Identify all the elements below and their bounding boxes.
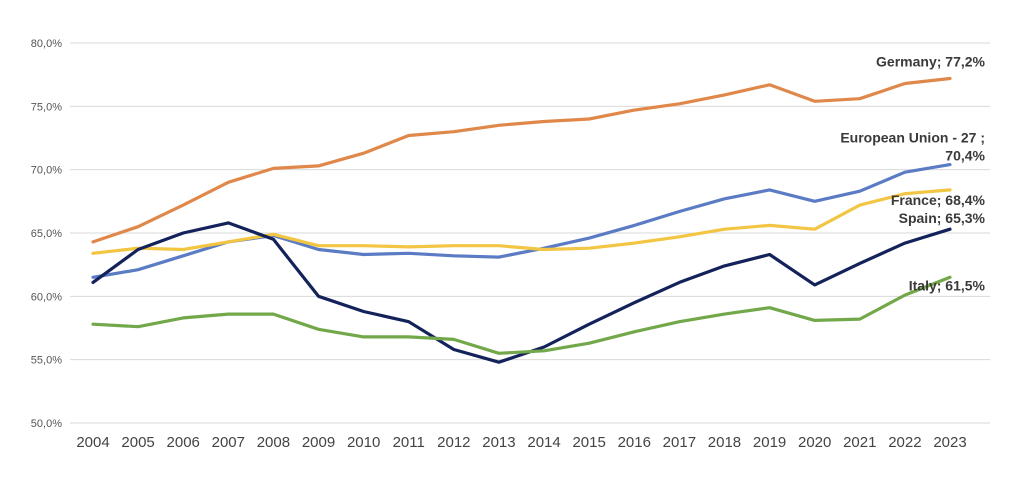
- x-tick-label: 2013: [482, 434, 515, 451]
- x-tick-label: 2017: [663, 434, 696, 451]
- x-tick-label: 2019: [753, 434, 786, 451]
- series-label-spain: Spain; 65,3%: [899, 210, 986, 226]
- series-lines: [91, 76, 952, 364]
- y-tick-label: 60,0%: [31, 291, 62, 303]
- x-tick-label: 2018: [708, 434, 741, 451]
- y-tick-label: 75,0%: [31, 101, 62, 113]
- x-tick-label: 2010: [347, 434, 380, 451]
- x-tick-label: 2015: [572, 434, 605, 451]
- x-axis-tick-labels: 2004 2005 2006 2007 2008 2009 2010 2011 2012 2013…: [76, 434, 966, 451]
- x-tick-label: 2009: [302, 434, 335, 451]
- gridlines: [70, 42, 990, 424]
- x-tick-label: 2007: [212, 434, 245, 451]
- y-tick-label: 65,0%: [31, 228, 62, 240]
- y-tick-label: 80,0%: [31, 38, 62, 50]
- series-line-germany: [91, 76, 952, 244]
- x-tick-label: 2021: [843, 434, 876, 451]
- series-label-france: France; 68,4%: [891, 192, 986, 208]
- series-label-germany: Germany; 77,2%: [876, 53, 985, 69]
- x-tick-label: 2005: [121, 434, 154, 451]
- series-line-spain: [91, 221, 952, 364]
- x-tick-label: 2014: [527, 434, 560, 451]
- x-tick-label: 2016: [618, 434, 651, 451]
- x-tick-label: 2004: [76, 434, 109, 451]
- y-tick-label: 70,0%: [31, 165, 62, 177]
- series-label-european-union-27: European Union - 27 ;: [840, 130, 985, 146]
- x-tick-label: 2012: [437, 434, 470, 451]
- y-axis-tick-labels: 50,0% 55,0% 60,0% 65,0% 70,0% 75,0% 80,0%: [31, 38, 62, 430]
- x-tick-label: 2006: [167, 434, 200, 451]
- x-tick-label: 2022: [888, 434, 921, 451]
- series-label-european-union-27: 70,4%: [945, 148, 985, 164]
- x-tick-label: 2011: [393, 434, 425, 451]
- x-tick-label: 2020: [798, 434, 831, 451]
- y-tick-label: 50,0%: [31, 418, 62, 430]
- series-line-italy: [91, 275, 952, 355]
- series-line-european-union-27: [91, 163, 952, 279]
- y-tick-label: 55,0%: [31, 355, 62, 367]
- series-line-france: [91, 188, 952, 255]
- x-tick-label: 2023: [933, 434, 966, 451]
- x-tick-label: 2008: [257, 434, 290, 451]
- series-end-labels: Germany; 77,2% European Union - 27 ; 70,4%…: [840, 53, 985, 293]
- series-label-italy: Italy; 61,5%: [909, 277, 986, 293]
